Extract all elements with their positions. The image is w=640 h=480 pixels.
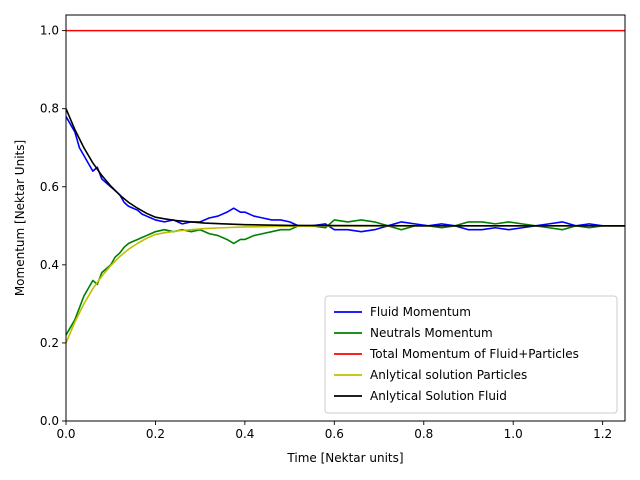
y-axis-ticks: 0.0 0.2 0.4 0.6 0.8 1.0 [40,24,66,428]
x-tick-label: 0.8 [414,427,433,441]
y-tick-label: 0.6 [40,180,59,194]
y-tick-label: 0.0 [40,414,59,428]
x-axis-ticks: 0.0 0.2 0.4 0.6 0.8 1.0 1.2 [56,421,612,441]
legend-label: Fluid Momentum [370,305,471,319]
x-tick-label: 0.2 [146,427,165,441]
plot-frame [65,14,626,422]
x-axis-label: Time [Nektar units] [286,451,403,465]
legend-label: Total Momentum of Fluid+Particles [369,347,579,361]
y-tick-label: 0.4 [40,258,59,272]
legend-label: Neutrals Momentum [370,326,493,340]
x-tick-label: 0.0 [56,427,75,441]
y-tick-label: 1.0 [40,24,59,38]
y-tick-label: 0.8 [40,102,59,116]
series-line-5 [66,108,625,227]
x-tick-label: 0.6 [325,427,344,441]
legend-label: Anlytical solution Particles [370,368,527,382]
plot-lines [66,29,625,344]
legend-box [324,295,618,414]
x-tick-label: 1.0 [504,427,523,441]
series-line-2 [66,219,625,336]
y-axis-label: Momentum [Nektar Units] [13,140,27,296]
x-tick-label: 0.4 [235,427,254,441]
y-tick-label: 0.2 [40,336,59,350]
legend: Fluid Momentum Neutrals Momentum Total Mom… [324,295,618,414]
legend-label: Anlytical Solution Fluid [370,389,507,403]
x-tick-label: 1.2 [593,427,612,441]
